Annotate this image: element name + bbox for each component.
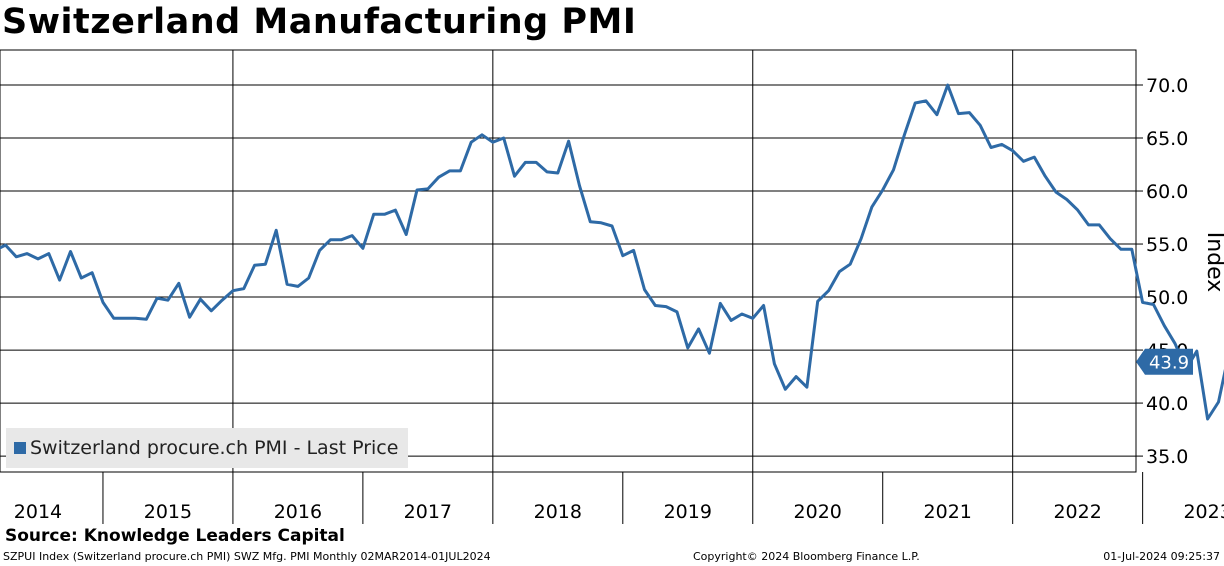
x-tick-label: 2019	[664, 501, 712, 523]
y-tick-label: 60.0	[1146, 181, 1188, 203]
chart-title: Switzerland Manufacturing PMI	[2, 2, 637, 42]
y-axis-labels: 35.040.045.050.055.060.065.070.0	[1146, 75, 1188, 468]
last-price-tag: 43.9	[1136, 348, 1193, 375]
chart-legend: Switzerland procure.ch PMI - Last Price	[6, 428, 408, 468]
pmi-series-line	[0, 83, 1224, 421]
y-tick-label: 65.0	[1146, 128, 1188, 150]
chart-gridlines	[0, 49, 1144, 524]
x-tick-label: 2020	[794, 501, 842, 523]
y-axis-title: Index	[1202, 232, 1224, 293]
x-tick-label: 2015	[144, 501, 192, 523]
legend-swatch	[14, 442, 26, 454]
x-tick-label: 2018	[534, 501, 582, 523]
source-note: Source: Knowledge Leaders Capital	[5, 526, 345, 546]
plot-frame	[0, 49, 1137, 473]
y-tick-label: 55.0	[1146, 234, 1188, 256]
x-tick-label: 2016	[274, 501, 322, 523]
legend-label: Switzerland procure.ch PMI - Last Price	[30, 437, 399, 459]
y-tick-label: 70.0	[1146, 75, 1188, 97]
footer-copyright: Copyright© 2024 Bloomberg Finance L.P.	[693, 550, 920, 563]
y-tick-label: 40.0	[1146, 393, 1188, 415]
y-tick-label: 50.0	[1146, 287, 1188, 309]
x-tick-label: 2014	[14, 501, 62, 523]
footer-timestamp: 01-Jul-2024 09:25:37	[1103, 550, 1220, 563]
x-tick-label: 2021	[924, 501, 972, 523]
y-tick-label: 35.0	[1146, 446, 1188, 468]
last-price-tag-shape	[1136, 348, 1193, 375]
x-axis-labels: 2014 2015 2016 2017 2018 2019 2020 2021 2022 2023…	[14, 501, 1224, 523]
x-tick-label: 2017	[404, 501, 452, 523]
last-price-value: 43.9	[1149, 353, 1189, 374]
footer-ticker-info: SZPUI Index (Switzerland procure.ch PMI)…	[3, 550, 491, 563]
x-tick-label: 2022	[1053, 501, 1101, 523]
